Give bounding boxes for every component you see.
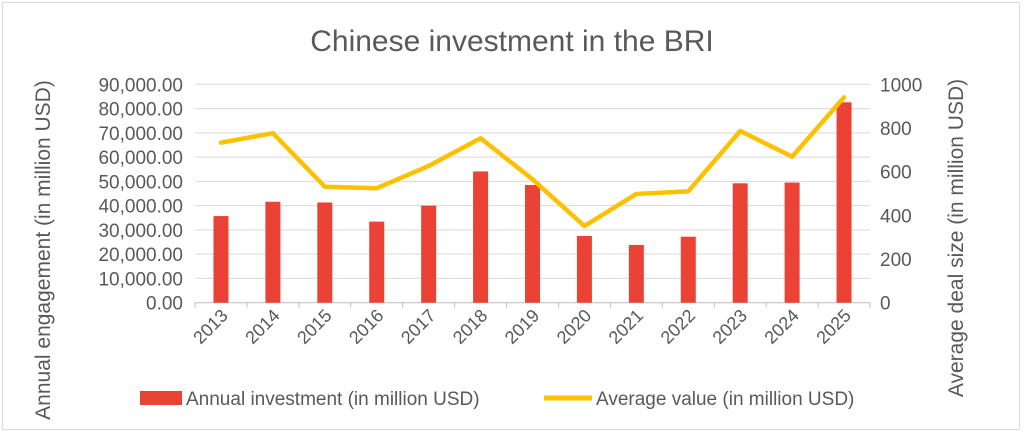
legend-line-label: Average value (in million USD) bbox=[596, 389, 854, 410]
x-tick-label: 2025 bbox=[812, 305, 854, 347]
x-tick-label: 2024 bbox=[760, 305, 802, 347]
bar-2015 bbox=[317, 202, 333, 303]
x-tick-label: 2017 bbox=[397, 305, 439, 347]
y2-tick-label: 0 bbox=[880, 294, 891, 315]
y2-axis-title: Average deal size (in million USD) bbox=[945, 79, 968, 397]
bar-2020 bbox=[576, 235, 592, 303]
x-tick-label: 2021 bbox=[605, 305, 647, 347]
y-axis-title: Annual engagement (in million USD) bbox=[32, 80, 55, 420]
bar-2025 bbox=[836, 102, 852, 303]
x-tick-label: 2015 bbox=[293, 305, 335, 347]
x-tick-label: 2013 bbox=[189, 305, 231, 347]
y-tick-label: 70,000.00 bbox=[98, 124, 183, 145]
x-tick-label: 2023 bbox=[709, 305, 751, 347]
y-tick-label: 50,000.00 bbox=[98, 172, 183, 193]
legend-bar-label: Annual investment (in million USD) bbox=[186, 389, 480, 410]
legend: Annual investment (in million USD) Avera… bbox=[140, 389, 854, 410]
y-tick-label: 10,000.00 bbox=[98, 269, 183, 290]
bar-2023 bbox=[732, 183, 748, 303]
x-tick-label: 2019 bbox=[501, 305, 543, 347]
y2-tick-label: 600 bbox=[880, 163, 912, 184]
x-tick-label: 2022 bbox=[657, 305, 699, 347]
y-tick-label: 90,000.00 bbox=[98, 75, 183, 96]
bar-2016 bbox=[369, 221, 385, 303]
chart-title: Chinese investment in the BRI bbox=[310, 25, 714, 58]
bar-2013 bbox=[213, 216, 229, 303]
y-tick-label: 30,000.00 bbox=[98, 221, 183, 242]
y2-tick-label: 1000 bbox=[880, 75, 922, 96]
bar-2019 bbox=[525, 185, 540, 303]
y-tick-label: 60,000.00 bbox=[98, 148, 183, 169]
y-tick-label: 80,000.00 bbox=[98, 100, 183, 121]
x-tick-label: 2020 bbox=[553, 305, 595, 347]
y-tick-label: 40,000.00 bbox=[98, 197, 183, 218]
y2-tick-label: 800 bbox=[880, 119, 912, 140]
bar-2018 bbox=[473, 171, 489, 303]
x-tick-label: 2018 bbox=[449, 305, 491, 347]
bar-2021 bbox=[628, 244, 644, 303]
y2-tick-label: 200 bbox=[880, 250, 912, 271]
y-tick-label: 0.00 bbox=[146, 294, 183, 315]
y-tick-label: 20,000.00 bbox=[98, 245, 183, 266]
bar-2017 bbox=[421, 205, 437, 303]
x-tick-label: 2014 bbox=[241, 305, 283, 347]
x-tick-label: 2016 bbox=[345, 305, 387, 347]
y2-tick-label: 400 bbox=[880, 206, 912, 227]
legend-bar-swatch bbox=[140, 391, 182, 405]
bar-2014 bbox=[265, 201, 281, 303]
bar-2024 bbox=[784, 182, 800, 303]
bar-2022 bbox=[680, 236, 696, 303]
